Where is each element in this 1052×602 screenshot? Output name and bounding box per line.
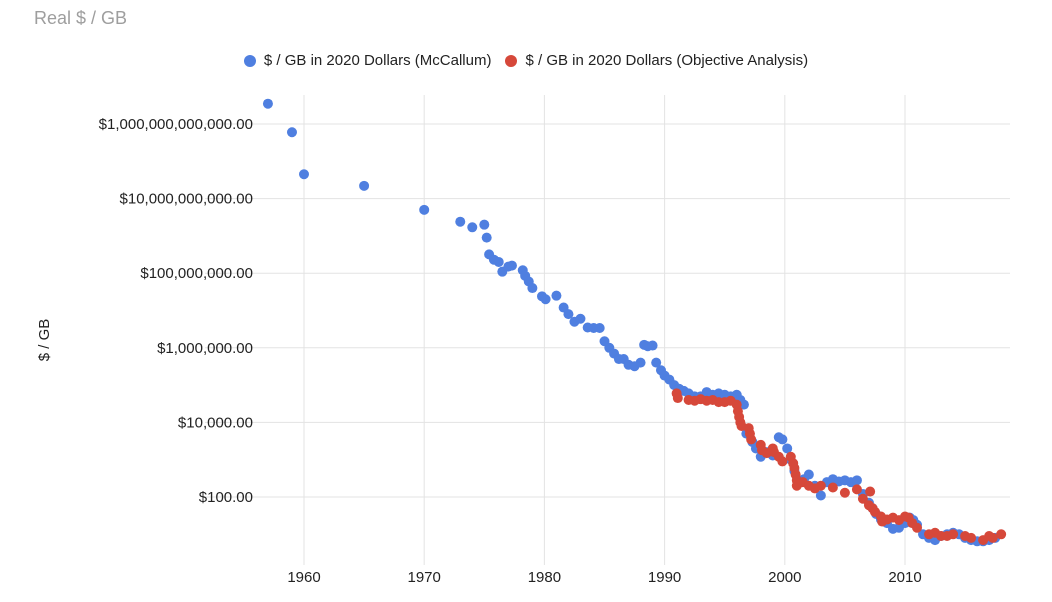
data-point[interactable]	[540, 294, 551, 305]
data-point[interactable]	[851, 484, 862, 495]
data-point[interactable]	[865, 486, 876, 497]
chart-title: Real $ / GB	[34, 8, 128, 28]
data-point[interactable]	[839, 487, 850, 498]
data-point[interactable]	[575, 313, 586, 324]
data-point[interactable]	[419, 204, 430, 215]
data-point[interactable]	[948, 529, 959, 540]
data-point[interactable]	[815, 480, 826, 491]
y-tick-label: $1,000,000,000,000.00	[99, 116, 253, 133]
data-point[interactable]	[493, 256, 504, 267]
data-point[interactable]	[746, 434, 757, 445]
y-tick-label: $100.00	[199, 489, 253, 506]
y-tick-label: $1,000,000.00	[157, 340, 253, 357]
x-tick-label: 1970	[408, 569, 441, 586]
data-point[interactable]	[635, 357, 646, 368]
data-point[interactable]	[651, 357, 662, 368]
data-point[interactable]	[777, 434, 788, 445]
data-point[interactable]	[479, 219, 490, 230]
data-points	[262, 98, 1007, 547]
x-tick-label: 1990	[648, 569, 681, 586]
data-point[interactable]	[467, 222, 478, 233]
x-tick-labels: 1960 1970 1980 1990 2000 2010	[287, 569, 921, 586]
data-point[interactable]	[782, 443, 793, 454]
data-point[interactable]	[506, 260, 517, 271]
legend-label-mccallum: $ / GB in 2020 Dollars (McCallum)	[263, 52, 492, 69]
data-point[interactable]	[827, 482, 838, 493]
data-point[interactable]	[987, 532, 998, 543]
x-tick-label: 1980	[528, 569, 561, 586]
data-point[interactable]	[359, 180, 370, 191]
data-point[interactable]	[455, 216, 466, 227]
y-tick-label: $10,000,000,000.00	[120, 191, 253, 208]
data-point[interactable]	[551, 290, 562, 301]
legend-dot-objective-analysis	[505, 54, 518, 67]
legend-item-mccallum[interactable]: $ / GB in 2020 Dollars (McCallum)	[243, 52, 492, 69]
data-point[interactable]	[996, 529, 1007, 540]
data-point[interactable]	[803, 469, 814, 480]
data-point[interactable]	[912, 522, 923, 533]
x-tick-label: 2010	[888, 569, 921, 586]
data-point[interactable]	[481, 232, 492, 243]
data-point[interactable]	[286, 127, 297, 138]
data-point[interactable]	[299, 169, 309, 180]
y-tick-labels: $1,000,000,000,000.00 $10,000,000,000.00 $…	[99, 116, 253, 506]
data-point[interactable]	[262, 98, 273, 109]
x-tick-label: 1960	[287, 569, 320, 586]
y-tick-label: $10,000.00	[178, 414, 253, 431]
data-point[interactable]	[527, 283, 538, 294]
data-point[interactable]	[594, 322, 605, 333]
x-tick-label: 2000	[768, 569, 801, 586]
data-point[interactable]	[738, 399, 749, 410]
legend: $ / GB in 2020 Dollars (McCallum) $ / GB…	[0, 52, 1052, 69]
data-point[interactable]	[563, 309, 574, 320]
legend-dot-mccallum	[243, 54, 256, 67]
legend-label-objective-analysis: $ / GB in 2020 Dollars (Objective Analys…	[525, 52, 809, 69]
series-mccallum	[262, 98, 1001, 547]
y-tick-label: $100,000,000.00	[140, 265, 253, 282]
data-point[interactable]	[966, 532, 977, 543]
y-axis-title: $ / GB	[36, 319, 53, 362]
data-point[interactable]	[857, 493, 868, 504]
data-point[interactable]	[815, 490, 826, 501]
series-objective-analysis	[671, 388, 1007, 546]
legend-item-objective-analysis[interactable]: $ / GB in 2020 Dollars (Objective Analys…	[505, 52, 808, 69]
data-point[interactable]	[672, 393, 683, 404]
grid-lines	[205, 95, 1010, 565]
data-point[interactable]	[777, 456, 788, 467]
data-point[interactable]	[647, 340, 658, 351]
data-point[interactable]	[851, 475, 862, 486]
